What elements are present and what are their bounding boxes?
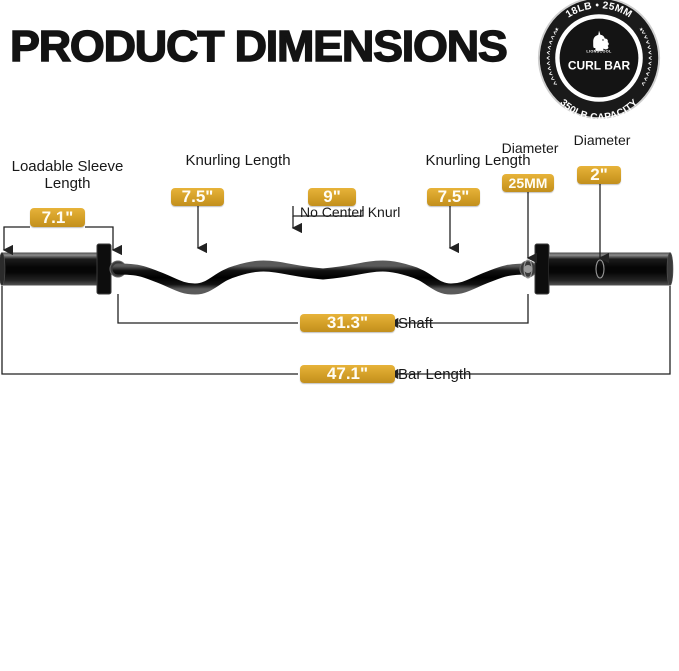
svg-text:LIONSCOOL: LIONSCOOL (586, 49, 612, 53)
svg-text:CURL BAR: CURL BAR (568, 58, 631, 72)
